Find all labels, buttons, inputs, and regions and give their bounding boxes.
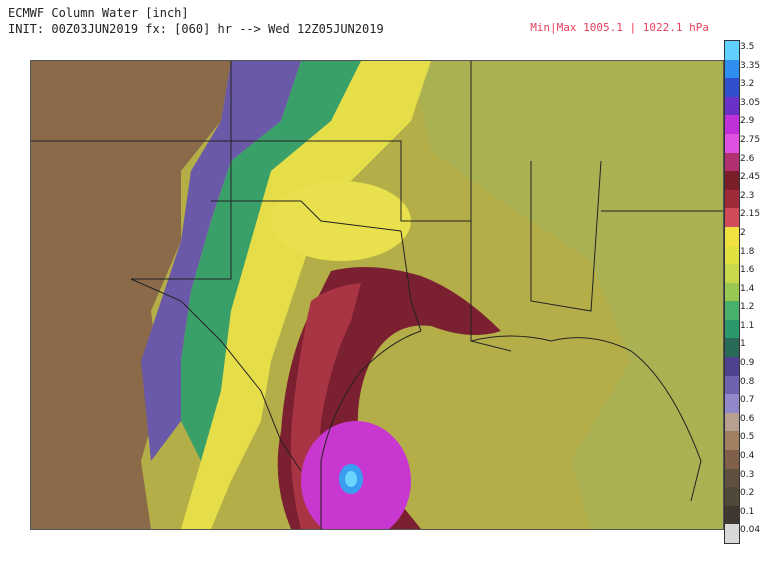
scale-label: 2.15 <box>740 209 761 220</box>
border-tx-la <box>400 230 422 332</box>
border-tx-ok <box>211 200 402 232</box>
scale-label: 0.3 <box>740 469 755 480</box>
scale-swatch <box>725 245 739 265</box>
scale-swatch <box>725 96 739 116</box>
scale-swatch <box>725 59 739 79</box>
pressure-minmax: Min|Max 1005.1 | 1022.1 hPa <box>530 21 709 34</box>
map-title: ECMWF Column Water [inch] INIT: 00Z03JUN… <box>8 5 384 37</box>
scale-swatch <box>725 450 739 469</box>
scale-label: 3.5 <box>740 42 755 52</box>
scale-swatch <box>725 208 739 227</box>
scale-swatch <box>725 41 739 60</box>
scale-label: 3.2 <box>740 79 755 90</box>
scale-swatch <box>725 282 739 302</box>
scale-label: 0.5 <box>740 432 755 443</box>
scale-label: 2 <box>740 227 746 238</box>
cyan-max <box>345 471 357 487</box>
scale-label: 0.6 <box>740 413 755 424</box>
scale-label: 3.05 <box>740 97 761 108</box>
scale-swatch <box>725 357 739 376</box>
yellow-tongue <box>271 181 411 261</box>
border-rio-grande <box>130 278 302 472</box>
coastline-gulf <box>470 335 702 502</box>
scale-swatch <box>725 301 739 320</box>
scale-swatch <box>725 133 739 153</box>
scale-label: 1.4 <box>740 283 755 294</box>
scale-label: 0.8 <box>740 376 755 387</box>
border-al <box>530 160 602 312</box>
scale-swatch <box>725 171 739 190</box>
scale-swatch <box>725 115 739 134</box>
scale-label: 2.6 <box>740 153 755 164</box>
title-line-1: ECMWF Column Water [inch] <box>8 6 189 20</box>
scale-label: 2.3 <box>740 190 755 201</box>
scale-swatch <box>725 264 739 283</box>
scale-swatch <box>725 487 739 506</box>
scale-label: 0.9 <box>740 358 755 369</box>
scale-label: 1.1 <box>740 320 755 331</box>
border-nm <box>131 141 232 280</box>
scale-label: 3.35 <box>740 60 761 71</box>
border-ok-ks <box>211 61 472 222</box>
scale-swatch <box>725 78 739 97</box>
boundaries <box>31 61 723 529</box>
map-canvas <box>31 61 723 529</box>
scale-label: 2.9 <box>740 116 755 127</box>
scale-swatch <box>725 431 739 451</box>
precipitable-water-map <box>30 60 724 530</box>
scale-swatch <box>725 468 739 488</box>
scale-swatch <box>725 505 739 525</box>
scale-label: 2.45 <box>740 172 761 183</box>
scale-swatch <box>725 394 739 413</box>
scale-swatch <box>725 412 739 432</box>
scale-label: 1.8 <box>740 246 755 257</box>
title-line-2: INIT: 00Z03JUN2019 fx: [060] hr --> Wed … <box>8 22 384 36</box>
scale-swatch <box>725 189 739 209</box>
coastline-tx <box>320 330 422 529</box>
field-east <box>411 61 723 529</box>
terrain-west <box>31 61 231 529</box>
scale-swatch <box>725 226 739 246</box>
scale-label: 1.6 <box>740 265 755 276</box>
color-scale-bar <box>724 40 740 544</box>
moist-band-yellow <box>181 61 431 529</box>
scale-label: 0.4 <box>740 451 755 462</box>
scale-label: 1 <box>740 339 746 350</box>
scale-label: 0.2 <box>740 488 755 499</box>
scale-label: 0.1 <box>740 506 755 517</box>
scale-swatch <box>725 524 739 543</box>
scale-swatch <box>725 375 739 395</box>
scale-swatch <box>725 319 739 339</box>
scale-label: 0.04 <box>740 525 761 536</box>
scale-label: 1.2 <box>740 302 755 313</box>
scale-swatch <box>725 152 739 172</box>
scale-swatch <box>725 338 739 358</box>
scale-label: 2.75 <box>740 134 761 145</box>
scale-label: 0.7 <box>740 395 755 406</box>
